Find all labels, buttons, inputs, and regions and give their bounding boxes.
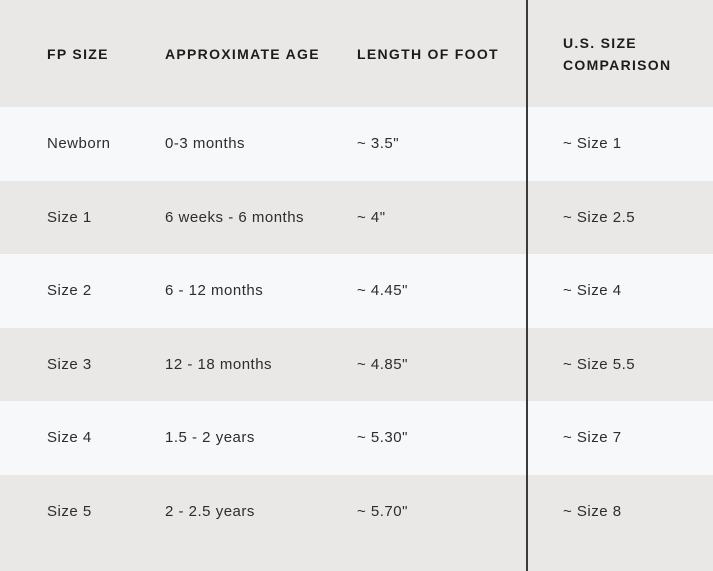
header-length-of-foot: LENGTH OF FOOT	[357, 45, 499, 62]
table-row: Newborn 0-3 months ~ 3.5" ~ Size 1	[0, 107, 713, 181]
header-approximate-age: APPROXIMATE AGE	[165, 45, 320, 62]
table-row: Size 3 12 - 18 months ~ 4.85" ~ Size 5.5	[0, 327, 713, 401]
header-us-size-comparison: U.S. SIZE COMPARISON	[563, 34, 672, 73]
table-row: Size 2 6 - 12 months ~ 4.45" ~ Size 4	[0, 254, 713, 328]
cell-fp-size: Newborn	[47, 135, 111, 153]
cell-fp-size: Size 4	[47, 429, 92, 447]
cell-us-size-comparison: ~ Size 8	[563, 502, 622, 520]
cell-length-of-foot: ~ 4.85"	[357, 355, 408, 373]
table-row: Size 4 1.5 - 2 years ~ 5.30" ~ Size 7	[0, 401, 713, 475]
cell-approximate-age: 6 - 12 months	[165, 282, 264, 300]
cell-fp-size: Size 2	[47, 282, 92, 300]
header-fp-size: FP SIZE	[47, 45, 109, 62]
cell-approximate-age: 1.5 - 2 years	[165, 429, 255, 447]
cell-length-of-foot: ~ 3.5"	[357, 135, 400, 153]
cell-approximate-age: 2 - 2.5 years	[165, 502, 255, 520]
cell-length-of-foot: ~ 5.70"	[357, 502, 408, 520]
cell-length-of-foot: ~ 4"	[357, 208, 386, 226]
cell-length-of-foot: ~ 5.30"	[357, 429, 408, 447]
column-divider	[526, 0, 528, 571]
cell-us-size-comparison: ~ Size 1	[563, 135, 622, 153]
cell-us-size-comparison: ~ Size 7	[563, 429, 622, 447]
cell-length-of-foot: ~ 4.45"	[357, 282, 408, 300]
table-row: Size 1 6 weeks - 6 months ~ 4" ~ Size 2.…	[0, 180, 713, 254]
cell-us-size-comparison: ~ Size 4	[563, 282, 622, 300]
cell-approximate-age: 0-3 months	[165, 135, 246, 153]
cell-approximate-age: 12 - 18 months	[165, 355, 273, 373]
cell-fp-size: Size 3	[47, 355, 92, 373]
cell-fp-size: Size 5	[47, 502, 92, 520]
table-bottom-filler	[0, 548, 713, 571]
cell-approximate-age: 6 weeks - 6 months	[165, 208, 305, 226]
cell-us-size-comparison: ~ Size 5.5	[563, 355, 636, 373]
table-row: Size 5 2 - 2.5 years ~ 5.70" ~ Size 8	[0, 474, 713, 548]
cell-fp-size: Size 1	[47, 208, 92, 226]
cell-us-size-comparison: ~ Size 2.5	[563, 208, 636, 226]
table-header-row: FP SIZE APPROXIMATE AGE LENGTH OF FOOT U…	[0, 0, 713, 107]
